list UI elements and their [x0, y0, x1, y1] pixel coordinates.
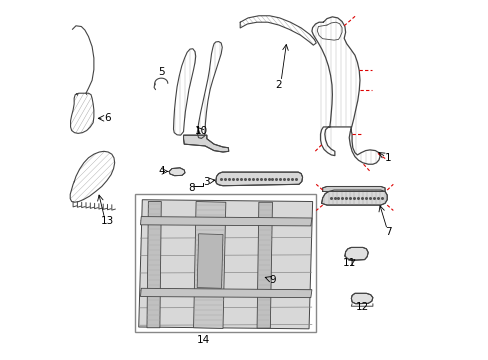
Text: 5: 5 — [158, 67, 164, 77]
Text: 11: 11 — [342, 258, 355, 268]
Bar — [135, 194, 316, 332]
Polygon shape — [193, 202, 225, 328]
Polygon shape — [183, 135, 228, 152]
Text: 6: 6 — [104, 113, 111, 123]
Polygon shape — [351, 293, 372, 304]
Text: 4: 4 — [159, 166, 165, 176]
Polygon shape — [140, 288, 311, 298]
Text: 3: 3 — [203, 177, 209, 187]
Polygon shape — [215, 172, 302, 186]
Polygon shape — [322, 186, 384, 192]
Polygon shape — [169, 168, 184, 176]
Polygon shape — [344, 247, 367, 260]
Text: 7: 7 — [384, 227, 390, 237]
Polygon shape — [140, 217, 311, 226]
Polygon shape — [147, 202, 161, 328]
Text: 8: 8 — [188, 183, 194, 193]
Text: 12: 12 — [355, 302, 369, 312]
Text: 9: 9 — [268, 275, 275, 285]
Text: 2: 2 — [275, 80, 281, 90]
Polygon shape — [197, 234, 223, 288]
Polygon shape — [139, 200, 312, 329]
Text: 13: 13 — [101, 216, 114, 226]
Text: 1: 1 — [384, 153, 390, 163]
Polygon shape — [257, 202, 272, 328]
Text: 14: 14 — [196, 335, 209, 345]
Text: 10: 10 — [195, 126, 207, 136]
Polygon shape — [321, 190, 386, 205]
